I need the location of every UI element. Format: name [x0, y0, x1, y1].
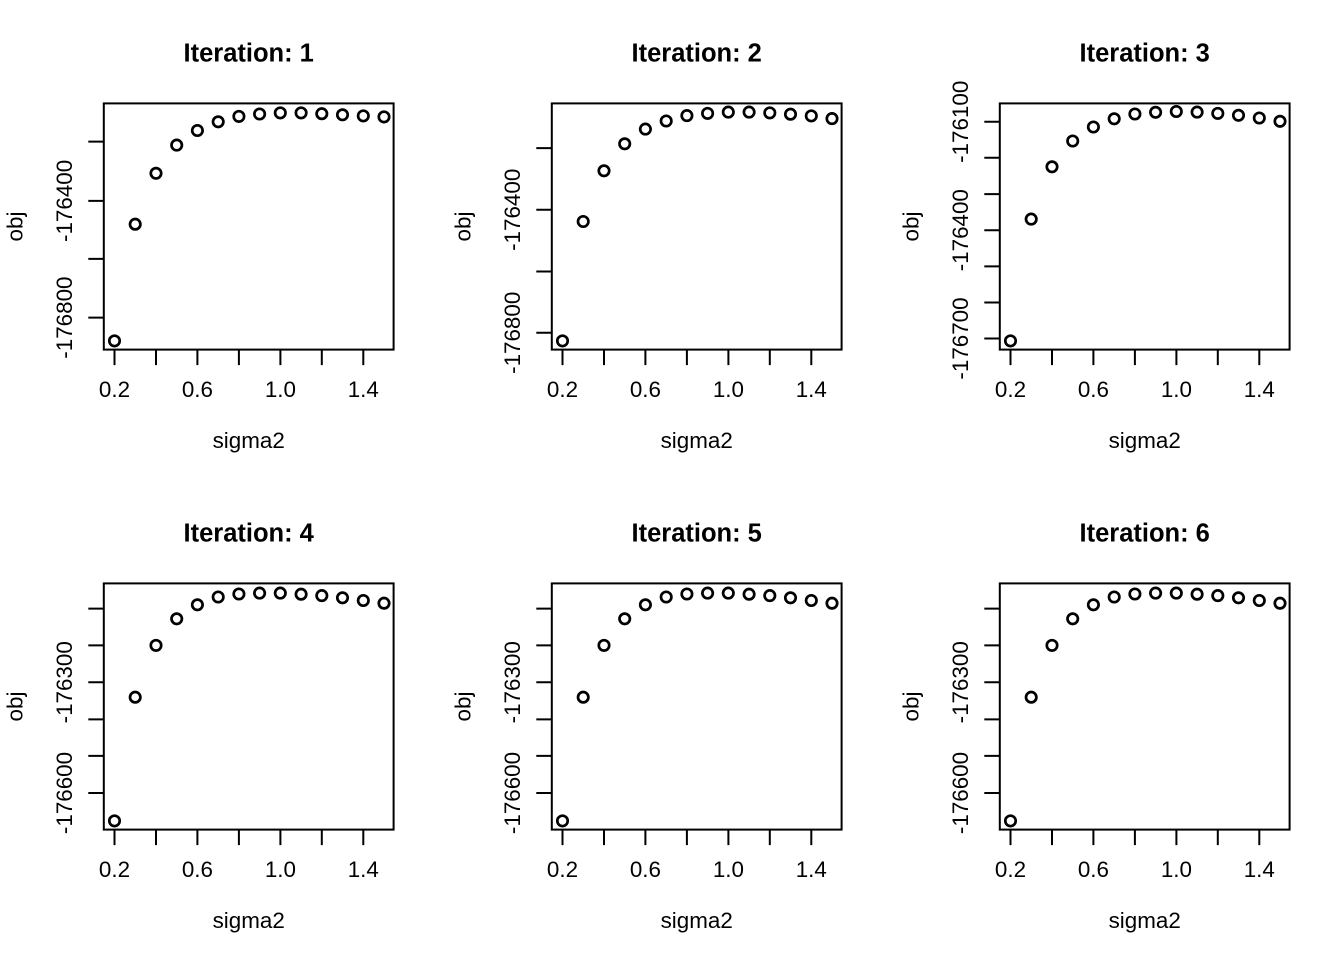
svg-text:0.2: 0.2 [547, 857, 578, 882]
svg-text:-176700: -176700 [948, 297, 973, 379]
svg-text:1.0: 1.0 [265, 377, 296, 402]
svg-text:-176100: -176100 [948, 81, 973, 163]
svg-text:1.0: 1.0 [713, 377, 744, 402]
svg-text:-176400: -176400 [52, 160, 77, 242]
svg-text:sigma2: sigma2 [1109, 428, 1181, 453]
svg-text:0.2: 0.2 [547, 377, 578, 402]
svg-text:0.6: 0.6 [1078, 377, 1109, 402]
svg-text:1.4: 1.4 [796, 377, 827, 402]
svg-text:0.6: 0.6 [182, 377, 213, 402]
svg-text:obj: obj [451, 692, 476, 722]
svg-text:0.6: 0.6 [1078, 857, 1109, 882]
svg-text:obj: obj [899, 692, 924, 722]
svg-text:sigma2: sigma2 [1109, 908, 1181, 933]
svg-text:obj: obj [451, 212, 476, 242]
svg-text:1.0: 1.0 [713, 857, 744, 882]
svg-text:Iteration: 2: Iteration: 2 [632, 40, 762, 68]
svg-text:-176300: -176300 [52, 641, 77, 723]
svg-text:1.0: 1.0 [1161, 857, 1192, 882]
svg-text:sigma2: sigma2 [661, 428, 733, 453]
svg-text:1.4: 1.4 [1244, 377, 1275, 402]
svg-text:0.6: 0.6 [182, 857, 213, 882]
svg-text:sigma2: sigma2 [661, 908, 733, 933]
svg-text:1.4: 1.4 [348, 857, 379, 882]
svg-text:-176600: -176600 [500, 752, 525, 834]
svg-text:-176600: -176600 [52, 752, 77, 834]
svg-text:Iteration: 6: Iteration: 6 [1080, 520, 1210, 548]
svg-text:-176400: -176400 [948, 189, 973, 271]
svg-text:0.2: 0.2 [995, 377, 1026, 402]
svg-text:0.6: 0.6 [630, 857, 661, 882]
svg-text:-176300: -176300 [948, 641, 973, 723]
svg-text:Iteration: 4: Iteration: 4 [184, 520, 315, 548]
svg-text:-176400: -176400 [500, 169, 525, 251]
svg-text:-176800: -176800 [52, 277, 77, 359]
svg-text:0.2: 0.2 [99, 377, 130, 402]
svg-text:Iteration: 3: Iteration: 3 [1080, 40, 1210, 68]
svg-text:1.4: 1.4 [796, 857, 827, 882]
svg-text:0.2: 0.2 [995, 857, 1026, 882]
svg-text:obj: obj [3, 692, 28, 722]
svg-text:0.6: 0.6 [630, 377, 661, 402]
svg-text:Iteration: 1: Iteration: 1 [184, 40, 314, 68]
svg-text:Iteration: 5: Iteration: 5 [632, 520, 762, 548]
svg-text:1.4: 1.4 [1244, 857, 1275, 882]
svg-text:1.4: 1.4 [348, 377, 379, 402]
svg-text:sigma2: sigma2 [213, 428, 285, 453]
svg-text:sigma2: sigma2 [213, 908, 285, 933]
svg-text:0.2: 0.2 [99, 857, 130, 882]
svg-text:-176600: -176600 [948, 752, 973, 834]
svg-text:-176800: -176800 [500, 292, 525, 374]
svg-text:1.0: 1.0 [1161, 377, 1192, 402]
svg-text:obj: obj [899, 212, 924, 242]
svg-text:1.0: 1.0 [265, 857, 296, 882]
svg-text:obj: obj [3, 212, 28, 242]
svg-text:-176300: -176300 [500, 641, 525, 723]
